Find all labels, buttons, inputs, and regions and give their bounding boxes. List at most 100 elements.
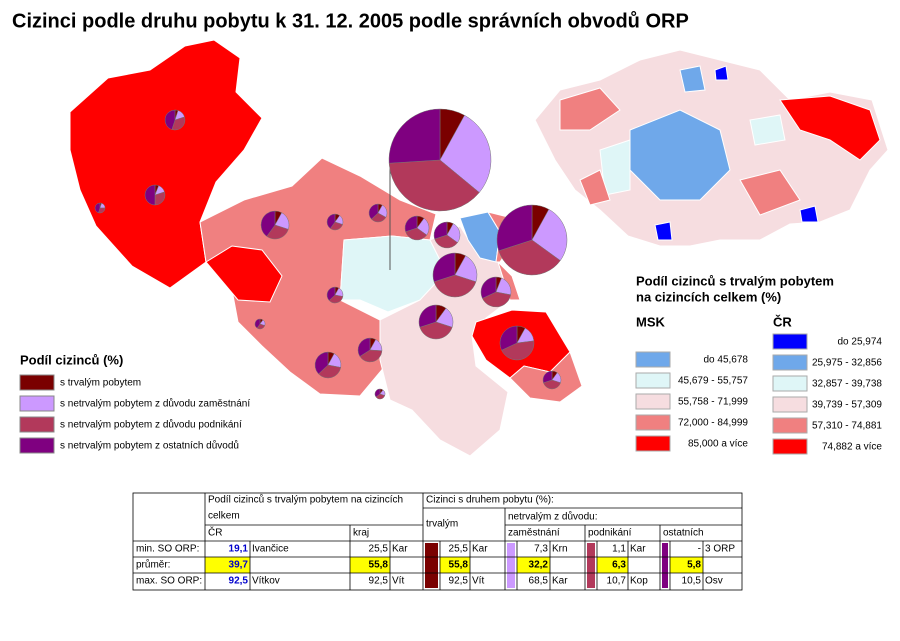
table-cell: 25,5 xyxy=(449,544,469,555)
pie-slice xyxy=(388,159,480,212)
legend-heading: ČR xyxy=(773,314,792,329)
legend-label: 25,975 - 32,856 xyxy=(812,358,882,369)
pie-slice xyxy=(439,114,492,193)
legend-swatch xyxy=(772,354,808,371)
table-cell: 92,5 xyxy=(229,576,249,587)
table-cell: 32,2 xyxy=(529,560,549,571)
table-cell: 92,5 xyxy=(369,576,389,587)
legend-heading: MSK xyxy=(636,314,666,329)
legend-label: s trvalým pobytem xyxy=(60,378,141,389)
legend-swatch xyxy=(772,333,808,350)
legend-swatch xyxy=(635,372,671,389)
table-header: ostatních xyxy=(663,528,704,539)
legend-label: do 25,974 xyxy=(838,337,883,348)
table-cell: 19,1 xyxy=(229,544,249,555)
legend-swatch xyxy=(635,393,671,410)
pie-slice xyxy=(404,215,418,233)
table-cell: Kar xyxy=(630,544,646,555)
table-header: Cizinci s druhem pobytu (%): xyxy=(426,495,554,506)
table-cell: 55,8 xyxy=(449,560,469,571)
highlight-cell xyxy=(440,557,470,573)
legend-label: s netrvalým pobytem z ostatních důvodů xyxy=(60,440,239,452)
pie-slice xyxy=(94,202,101,214)
pie-slice xyxy=(542,370,553,384)
legend-swatch xyxy=(635,435,671,452)
pie-slice xyxy=(405,227,428,241)
table-header: podnikání xyxy=(588,528,632,539)
highlight-cell xyxy=(205,557,250,573)
column-swatch xyxy=(662,543,668,588)
pie-slice xyxy=(434,234,458,249)
table-cell: 68,5 xyxy=(529,576,549,587)
column-swatch xyxy=(425,543,438,588)
table-cell: 10,7 xyxy=(607,576,627,587)
table-header: kraj xyxy=(353,528,369,539)
pie-legend-title: Podíl cizinců (%) xyxy=(20,352,123,367)
pie-charts xyxy=(94,108,568,400)
pie-slice xyxy=(482,291,512,308)
pie-slice xyxy=(496,204,533,252)
legend-label: 74,882 a více xyxy=(822,442,882,453)
pie-slice xyxy=(144,184,156,206)
pie-slice xyxy=(501,340,535,361)
legend-label: s netrvalým pobytem z důvodu zaměstnání xyxy=(60,398,250,410)
highlight-cell xyxy=(517,557,550,573)
pie-slice xyxy=(326,286,336,301)
table-cell: Vít xyxy=(472,576,484,587)
table-cell: Krn xyxy=(552,544,568,555)
table-cell: Kar xyxy=(392,544,408,555)
row-label: max. SO ORP: xyxy=(136,576,202,587)
pie-slice xyxy=(374,388,381,398)
table-header: zaměstnání xyxy=(508,528,560,539)
pie-slice xyxy=(498,239,561,276)
legend-swatch xyxy=(772,417,808,434)
legend-swatch xyxy=(772,438,808,455)
legend-label: 72,000 - 84,999 xyxy=(678,418,748,429)
table-cell: 6,3 xyxy=(612,560,626,571)
pie-slice xyxy=(531,208,568,261)
table-frame xyxy=(132,492,743,591)
legend-swatch xyxy=(19,437,55,454)
legend-label: 45,679 - 55,757 xyxy=(678,376,748,387)
legend-swatch xyxy=(19,416,55,433)
legend-label: 55,758 - 71,999 xyxy=(678,397,748,408)
choropleth-legend-title: Podíl cizinců s trvalým pobytem xyxy=(636,273,834,288)
table-cell: 55,8 xyxy=(369,560,389,571)
table-cell: 7,3 xyxy=(534,544,548,555)
table-cell: 5,8 xyxy=(687,560,701,571)
table-cell: Osv xyxy=(705,576,723,587)
legend-label: 39,739 - 57,309 xyxy=(812,400,882,411)
highlight-cell xyxy=(597,557,628,573)
table-cell: 92,5 xyxy=(449,576,469,587)
table-cell: 39,7 xyxy=(229,560,249,571)
pie-slice xyxy=(326,213,336,229)
table-header: netrvalým z důvodu: xyxy=(508,511,598,523)
legend-swatch xyxy=(635,414,671,431)
column-swatch xyxy=(507,543,515,588)
legend-label: 57,310 - 74,881 xyxy=(812,421,882,432)
pie-slice xyxy=(164,109,176,130)
choropleth-legend-title: na cizincích celkem (%) xyxy=(636,289,781,304)
pie-slice xyxy=(260,210,276,237)
legend-swatch xyxy=(635,351,671,368)
legend-label: 32,857 - 39,738 xyxy=(812,379,882,390)
choropleth-legend: do 45,678 45,679 - 55,757 55,758 - 71,999 7… xyxy=(635,333,883,455)
table-cell: Vítkov xyxy=(252,576,280,587)
pie-slice xyxy=(499,325,518,351)
row-label: průměr: xyxy=(136,559,170,571)
pie-slice xyxy=(433,274,477,298)
table-cell: 25,5 xyxy=(369,544,389,555)
cr-map xyxy=(534,49,889,247)
table-cell: Kop xyxy=(630,576,648,587)
table-header: celkem xyxy=(208,511,240,522)
summary-table: Podíl cizinců s trvalým pobytem na cizin… xyxy=(132,492,743,591)
row-label: min. SO ORP: xyxy=(136,544,199,555)
pie-legend: s trvalým pobytem s netrvalým pobytem z d… xyxy=(19,374,250,454)
pie-slice xyxy=(388,108,441,164)
pie-slice xyxy=(314,351,329,375)
highlight-cell xyxy=(670,557,703,573)
legend-swatch xyxy=(19,374,55,391)
pie-slice xyxy=(368,203,379,220)
pie-slice xyxy=(418,304,437,328)
